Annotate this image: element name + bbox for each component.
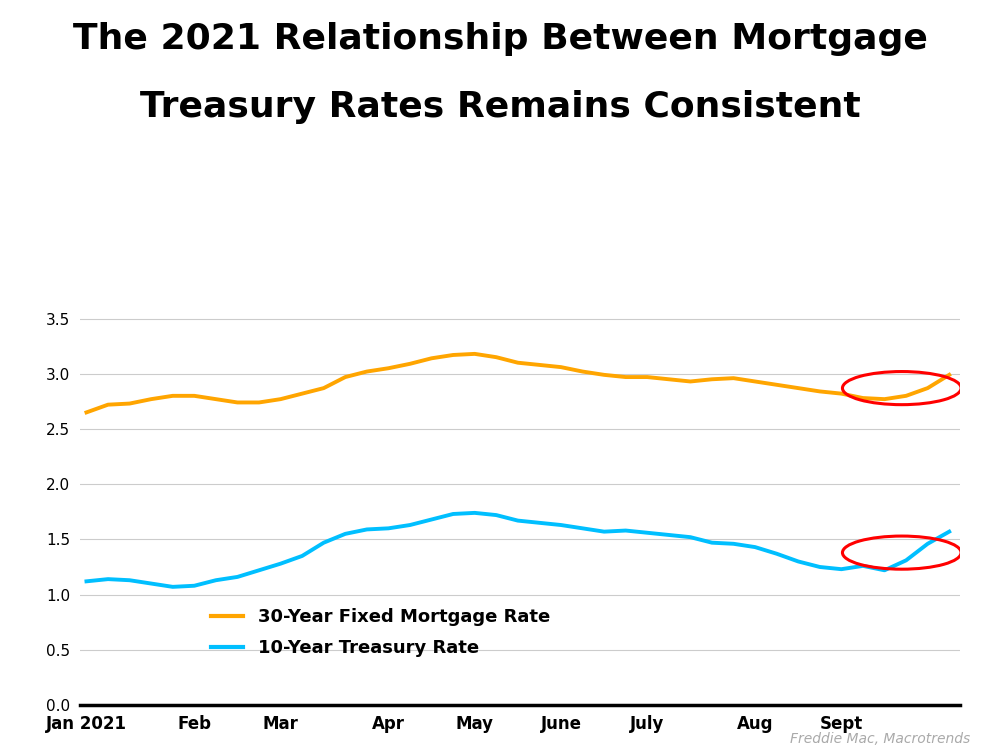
Legend: 30-Year Fixed Mortgage Rate, 10-Year Treasury Rate: 30-Year Fixed Mortgage Rate, 10-Year Tre…: [203, 601, 557, 664]
Text: Treasury Rates Remains Consistent: Treasury Rates Remains Consistent: [140, 90, 860, 124]
Text: The 2021 Relationship Between Mortgage: The 2021 Relationship Between Mortgage: [73, 22, 927, 56]
Text: Freddie Mac, Macrotrends: Freddie Mac, Macrotrends: [790, 732, 970, 746]
